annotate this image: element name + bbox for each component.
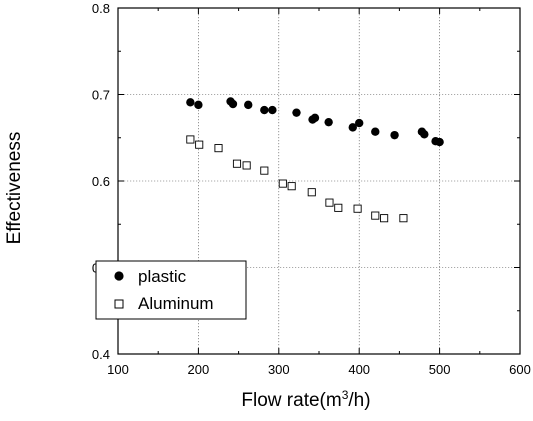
- y-axis-label: Effectiveness: [4, 132, 25, 245]
- data-points: [186, 97, 444, 223]
- point-aluminum: [278, 179, 287, 188]
- x-axis-label-main: Flow rate(m: [241, 390, 341, 411]
- point-aluminum: [214, 144, 223, 153]
- point-plastic: [324, 117, 333, 127]
- y-tick-label: 0.7: [92, 88, 110, 103]
- legend: plastic Aluminum: [95, 260, 247, 320]
- x-tick-labels: 100 200 300 400 500 600: [107, 362, 531, 377]
- x-axis-label: Flow rate(m3/h): [241, 388, 370, 411]
- point-aluminum: [371, 211, 380, 220]
- point-aluminum: [195, 140, 204, 149]
- point-aluminum: [186, 135, 195, 144]
- point-aluminum: [307, 188, 316, 197]
- x-tick-label: 500: [429, 362, 451, 377]
- point-plastic: [348, 123, 357, 132]
- point-aluminum: [399, 214, 408, 223]
- point-plastic: [292, 108, 301, 117]
- legend-box: [95, 260, 247, 320]
- point-plastic: [186, 98, 195, 107]
- point-plastic: [420, 130, 429, 139]
- point-plastic: [260, 105, 269, 115]
- x-tick-label: 600: [509, 362, 531, 377]
- legend-label-aluminum: Aluminum: [138, 294, 214, 313]
- point-aluminum: [232, 159, 242, 168]
- y-tick-label: 0.6: [92, 174, 110, 189]
- x-tick-label: 300: [268, 362, 290, 377]
- x-axis-label-tail: /h): [348, 390, 370, 411]
- x-tick-label: 400: [348, 362, 370, 377]
- point-plastic: [268, 105, 277, 115]
- point-aluminum: [325, 198, 334, 207]
- legend-marker-aluminum: [114, 299, 124, 309]
- point-plastic: [310, 113, 320, 123]
- grid-lines: [118, 8, 520, 354]
- legend-label-plastic: plastic: [138, 267, 187, 286]
- legend-marker-plastic: [114, 271, 124, 281]
- point-plastic: [390, 130, 399, 140]
- point-plastic: [435, 137, 444, 147]
- point-aluminum: [334, 203, 343, 212]
- point-plastic: [355, 118, 364, 128]
- point-plastic: [371, 127, 380, 136]
- point-aluminum: [287, 182, 296, 191]
- x-tick-label: 100: [107, 362, 129, 377]
- point-aluminum: [242, 161, 251, 170]
- y-tick-label: 0.8: [92, 1, 110, 16]
- point-aluminum: [260, 166, 269, 175]
- point-plastic: [244, 100, 253, 110]
- point-aluminum: [353, 204, 362, 213]
- x-tick-label: 200: [188, 362, 210, 377]
- point-plastic: [228, 99, 238, 109]
- x-axis-label-superscript: 3: [342, 388, 349, 402]
- point-aluminum: [380, 214, 389, 223]
- y-tick-label: 0.4: [92, 347, 110, 362]
- point-plastic: [194, 100, 203, 110]
